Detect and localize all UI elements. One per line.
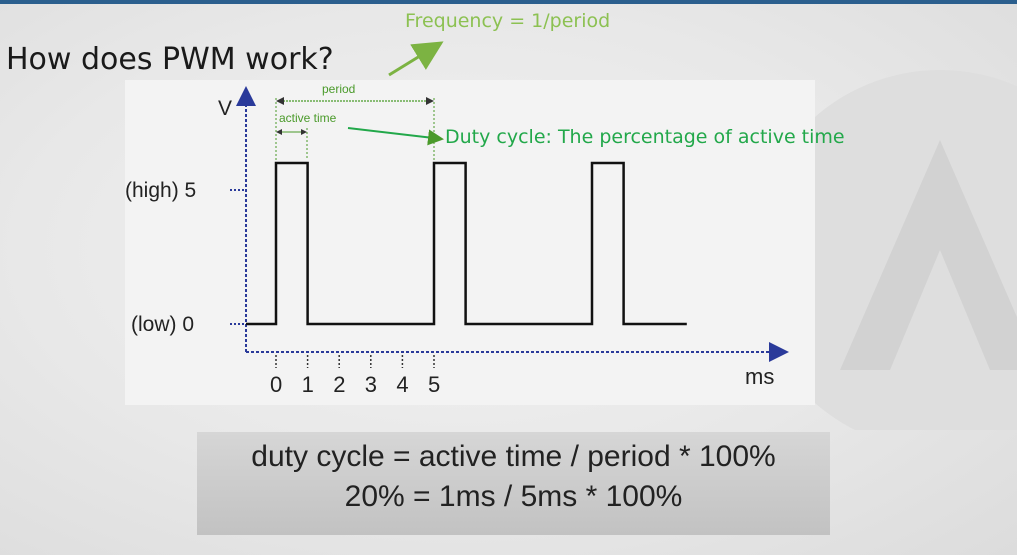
pwm-signal: [246, 161, 687, 326]
period-arrow-left-head: [276, 97, 284, 105]
formula-box: duty cycle = active time / period * 100%…: [197, 432, 830, 535]
x-tick-label: 0: [270, 372, 282, 397]
diagram-panel: [125, 80, 815, 405]
duty-cycle-arrow: [347, 127, 444, 146]
y-axis-label: V: [218, 97, 232, 120]
x-tick-label: 3: [365, 372, 377, 397]
y-high-label: (high) 5: [125, 179, 196, 202]
watermark-logo: [750, 70, 1017, 430]
period-arrow-right-head: [426, 97, 434, 105]
period-label: period: [322, 82, 355, 96]
active-arrow-right-head: [301, 129, 307, 135]
frequency-arrow: [388, 41, 444, 77]
x-tick-label: 4: [396, 372, 408, 397]
duty-cycle-note: Duty cycle: The percentage of active tim…: [445, 126, 845, 148]
x-tick-label: 5: [428, 372, 440, 397]
x-unit-label: ms: [745, 364, 774, 389]
x-tick-label: 1: [302, 372, 314, 397]
page-title: How does PWM work?: [6, 42, 334, 77]
formula-line-1: duty cycle = active time / period * 100%: [251, 440, 776, 473]
formula-line-2: 20% = 1ms / 5ms * 100%: [344, 480, 683, 513]
active-arrow-left-head: [276, 129, 282, 135]
active-time-label: active time: [279, 111, 337, 125]
x-tick-label: 2: [333, 372, 345, 397]
frequency-note: Frequency = 1/period: [405, 10, 611, 32]
y-low-label: (low) 0: [131, 313, 194, 336]
top-accent-bar: [0, 0, 1017, 4]
